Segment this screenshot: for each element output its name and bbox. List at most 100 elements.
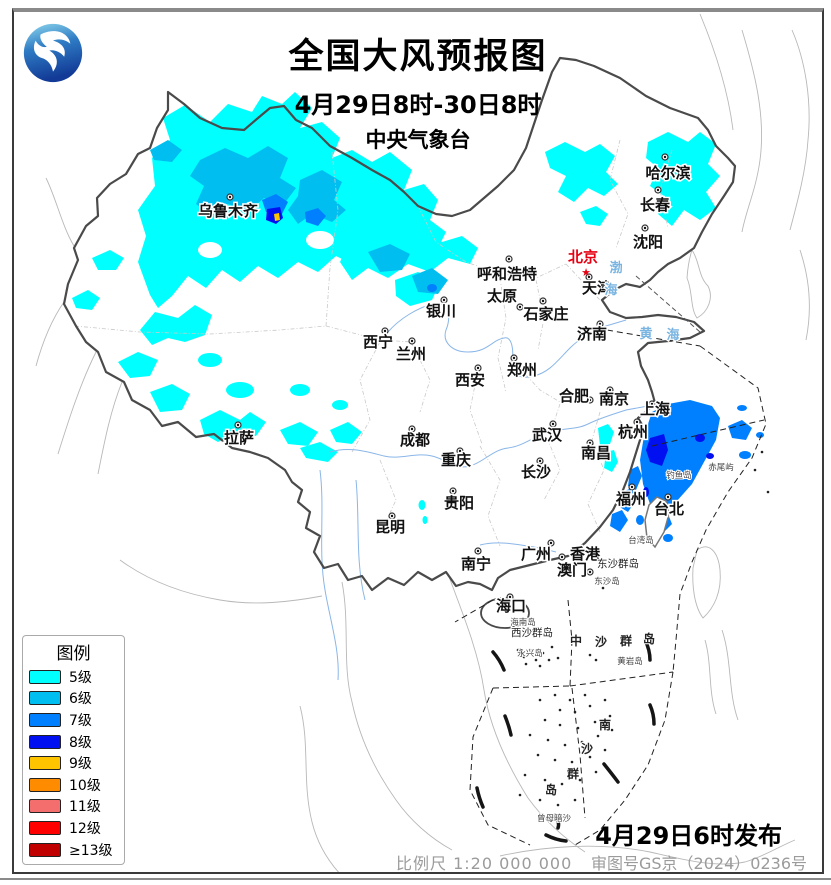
city-marker-harbin: 哈尔滨	[644, 153, 692, 184]
legend-item: 8级	[23, 731, 124, 753]
island-dots	[516, 450, 770, 807]
city-marker-fuzhou: 福州	[613, 483, 648, 510]
legend-swatch	[29, 820, 61, 835]
capital-label-beijing: 北京	[568, 248, 598, 266]
legend-swatch	[29, 842, 61, 857]
diaoyu-island-label: 钓鱼岛	[666, 470, 692, 481]
issue-time: 4月29日6时发布	[595, 822, 782, 850]
city-label-chengdu: 成都	[400, 431, 430, 449]
legend-label: 7级	[69, 712, 92, 729]
legend-label: 11级	[69, 799, 101, 816]
legend-item: 5级	[23, 666, 124, 688]
city-marker-guangzhou: 广州	[519, 539, 555, 565]
legend-item: 7级	[23, 709, 124, 731]
city-label-macau: 澳门	[557, 561, 587, 579]
nansha-islands-label: 南	[599, 717, 611, 732]
map-scale: 比例尺 1:20 000 000	[396, 854, 573, 873]
city-label-lhasa: 拉萨	[224, 429, 254, 447]
city-marker-nanning: 南宁	[459, 547, 493, 575]
hainan-island-label: 海南岛	[510, 617, 536, 628]
city-label-hefei: 合肥	[558, 387, 589, 405]
city-label-haikou: 海口	[496, 597, 526, 615]
city-marker-xining: 西宁	[361, 327, 395, 353]
yongxing-island-label: 永兴岛	[517, 648, 543, 659]
city-marker-macau: 澳门	[555, 560, 594, 581]
city-label-nanchang: 南昌	[581, 444, 611, 462]
city-marker-yinchuan: 银川	[424, 296, 458, 322]
legend-label: 9级	[69, 756, 92, 773]
city-marker-changchun: 长春	[638, 186, 672, 216]
chiwei-island-label: 赤尾屿	[708, 463, 734, 473]
map-frame: 乌鲁木齐 哈尔滨 长春 沈阳 天津 呼和浩特 太原 石家庄 济南 银川 西宁 兰州 西安 郑州 合肥 南京 上海…	[12, 8, 824, 874]
nansha-islands-label: 沙	[581, 742, 593, 756]
city-label-fuzhou: 福州	[615, 490, 646, 508]
city-label-jinan: 济南	[577, 325, 607, 343]
city-label-kunming: 昆明	[375, 518, 405, 536]
city-label-changsha: 长沙	[521, 463, 551, 481]
city-marker-kunming: 昆明	[373, 512, 407, 538]
legend-item: 11级	[23, 796, 124, 818]
bohai-sea-label: 海	[604, 282, 617, 298]
city-label-yinchuan: 银川	[426, 302, 456, 320]
city-marker-guiyang: 贵阳	[442, 487, 476, 514]
city-marker-zhengzhou: 郑州	[505, 354, 539, 381]
taiwan-outline	[644, 496, 670, 549]
foreign-boundaries	[35, 13, 810, 872]
city-marker-nanjing: 南京	[597, 386, 631, 410]
city-marker-haikou: 海口	[494, 593, 528, 617]
zhongsha-islands-label: 岛	[643, 631, 655, 646]
legend-label: 12级	[69, 820, 101, 837]
nansha-islands-label: 群	[566, 766, 579, 781]
city-label-guangzhou: 广州	[521, 545, 551, 563]
city-marker-changsha: 长沙	[519, 457, 553, 483]
city-marker-lhasa: 拉萨	[222, 421, 256, 449]
city-label-xining: 西宁	[363, 333, 393, 351]
city-label-hongkong: 香港	[570, 545, 601, 563]
city-label-nanjing: 南京	[599, 390, 629, 408]
maritime-dashed-lines	[454, 275, 767, 846]
city-label-changchun: 长春	[640, 196, 670, 214]
city-marker-hangzhou: 杭州	[616, 418, 650, 443]
cma-logo-icon	[22, 22, 84, 84]
capital-marker-beijing: ★北京	[566, 247, 599, 280]
bottom-divider	[0, 878, 831, 880]
city-label-shanghai: 上海	[640, 400, 670, 418]
city-marker-hohhot: 呼和浩特	[475, 255, 539, 285]
city-marker-taipei: 台北	[652, 493, 686, 520]
city-label-nanning: 南宁	[461, 555, 491, 573]
wind-areas	[72, 92, 764, 542]
legend-label: 6级	[69, 691, 92, 708]
yellow-sea-label: 黄	[639, 326, 652, 342]
legend-item: 12级	[23, 817, 124, 839]
city-label-xian: 西安	[455, 371, 485, 389]
zhongsha-islands-label: 沙	[595, 635, 607, 649]
nine-dash-line	[475, 638, 656, 843]
legend: 图例 5级 6级 7级 8级 9级 10级 11级 12级 ≥13级	[22, 635, 125, 865]
map-approval-number: 审图号GS京（2024）0236号	[591, 854, 807, 873]
legend-items: 5级 6级 7级 8级 9级 10级 11级 12级 ≥13级	[23, 666, 124, 860]
legend-item: 10级	[23, 774, 124, 796]
city-label-chongqing: 重庆	[441, 451, 471, 469]
legend-swatch	[29, 799, 61, 814]
city-label-shenyang: 沈阳	[633, 233, 663, 251]
legend-item: 9级	[23, 752, 124, 774]
legend-item: ≥13级	[23, 839, 124, 861]
zhongsha-islands-label: 群	[619, 633, 632, 648]
capital-star-icon: ★	[581, 266, 591, 279]
city-marker-taiyuan: 太原	[485, 286, 524, 311]
city-marker-chengdu: 成都	[398, 425, 432, 451]
city-marker-lanzhou: 兰州	[394, 337, 428, 365]
city-label-taiyuan: 太原	[487, 287, 517, 305]
city-marker-shanghai: 上海	[638, 399, 671, 420]
province-borders	[74, 139, 673, 547]
city-label-hangzhou: 杭州	[618, 423, 648, 441]
city-label-taipei: 台北	[654, 500, 684, 518]
city-marker-wuhan: 武汉	[530, 420, 564, 446]
rivers	[319, 302, 649, 681]
zengmu-ansha-label: 曾母暗沙	[537, 813, 572, 824]
city-marker-shijiazhuang: 石家庄	[521, 297, 570, 325]
city-label-guiyang: 贵阳	[444, 494, 474, 512]
